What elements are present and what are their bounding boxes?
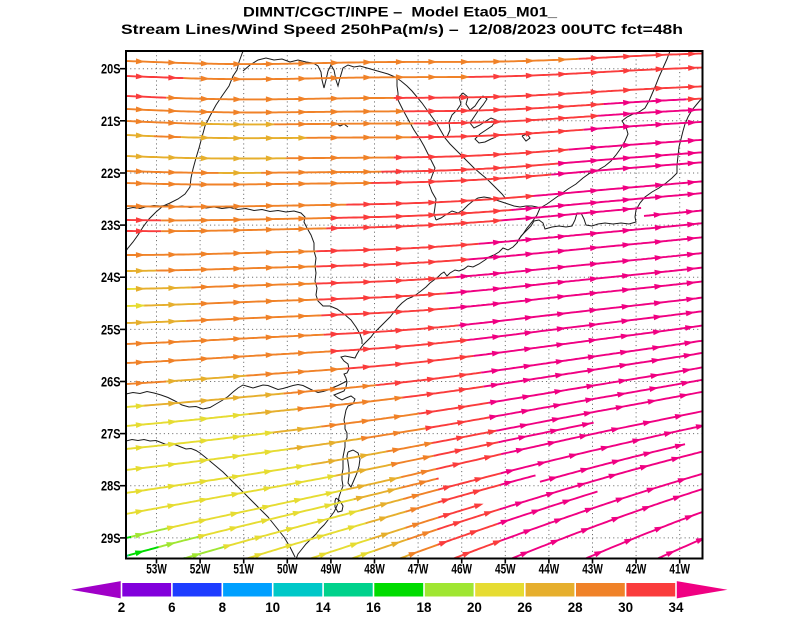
svg-text:Stream Lines/Wind Speed 250hPa: Stream Lines/Wind Speed 250hPa(m/s) – 12…	[121, 21, 683, 37]
svg-text:22S: 22S	[101, 166, 121, 181]
svg-text:49W: 49W	[321, 562, 342, 577]
svg-text:10: 10	[265, 600, 280, 615]
svg-text:52W: 52W	[190, 562, 211, 577]
svg-text:26: 26	[517, 600, 532, 615]
svg-text:28S: 28S	[101, 479, 121, 494]
svg-text:2: 2	[118, 600, 125, 615]
svg-text:28: 28	[568, 600, 583, 615]
svg-text:27S: 27S	[101, 427, 121, 442]
svg-text:29S: 29S	[101, 531, 121, 546]
svg-text:16: 16	[366, 600, 381, 615]
svg-text:47W: 47W	[408, 562, 429, 577]
svg-text:51W: 51W	[233, 562, 254, 577]
svg-text:43W: 43W	[582, 562, 603, 577]
svg-text:30: 30	[618, 600, 633, 615]
svg-text:14: 14	[316, 600, 331, 615]
svg-text:53W: 53W	[146, 562, 167, 577]
svg-text:6: 6	[168, 600, 175, 615]
svg-text:48W: 48W	[364, 562, 385, 577]
svg-text:34: 34	[669, 600, 684, 615]
svg-text:50W: 50W	[277, 562, 298, 577]
svg-text:25S: 25S	[101, 322, 121, 337]
svg-text:8: 8	[219, 600, 227, 615]
svg-text:44W: 44W	[539, 562, 560, 577]
svg-text:20S: 20S	[101, 62, 121, 77]
svg-text:42W: 42W	[626, 562, 647, 577]
svg-text:26S: 26S	[101, 375, 121, 390]
svg-text:41W: 41W	[669, 562, 690, 577]
svg-text:20: 20	[467, 600, 482, 615]
svg-text:DIMNT/CGCT/INPE – Model Eta05: DIMNT/CGCT/INPE – Model Eta05_M01_	[243, 4, 557, 20]
svg-text:24S: 24S	[101, 270, 121, 285]
svg-text:23S: 23S	[101, 218, 121, 233]
svg-text:45W: 45W	[495, 562, 516, 577]
svg-text:21S: 21S	[101, 114, 121, 129]
svg-text:46W: 46W	[451, 562, 472, 577]
svg-text:18: 18	[417, 600, 432, 615]
